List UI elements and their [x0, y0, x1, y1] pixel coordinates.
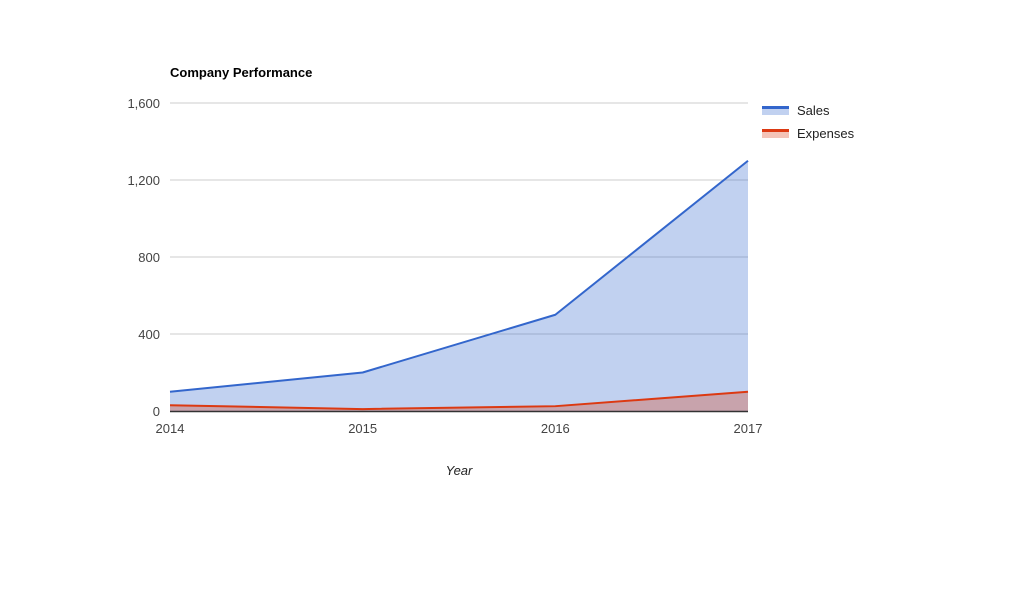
- legend-item-sales: Sales: [762, 103, 854, 118]
- chart-title: Company Performance: [170, 65, 313, 80]
- legend-label: Sales: [797, 103, 830, 118]
- x-tick-label: 2014: [155, 421, 185, 436]
- y-tick-label: 800: [138, 250, 160, 265]
- legend-swatch-icon: [762, 129, 789, 138]
- area-fill-sales: [170, 160, 748, 411]
- series-line-sales: [169, 159, 749, 393]
- x-tick-label: 2017: [733, 421, 763, 436]
- x-axis-title: Year: [445, 463, 473, 478]
- area-fill-expenses: [170, 391, 748, 411]
- legend-swatch-icon: [762, 106, 789, 115]
- y-tick-label: 1,200: [127, 173, 160, 188]
- legend-item-expenses: Expenses: [762, 126, 854, 141]
- y-tick-label: 400: [138, 327, 160, 342]
- legend: Sales Expenses: [762, 103, 854, 149]
- x-tick-label: 2016: [540, 421, 570, 436]
- y-tick-label: 0: [152, 404, 160, 419]
- series-line-expenses: [169, 390, 749, 411]
- legend-label: Expenses: [797, 126, 855, 141]
- x-tick-label: 2015: [348, 421, 378, 436]
- y-tick-label: 1,600: [127, 96, 160, 111]
